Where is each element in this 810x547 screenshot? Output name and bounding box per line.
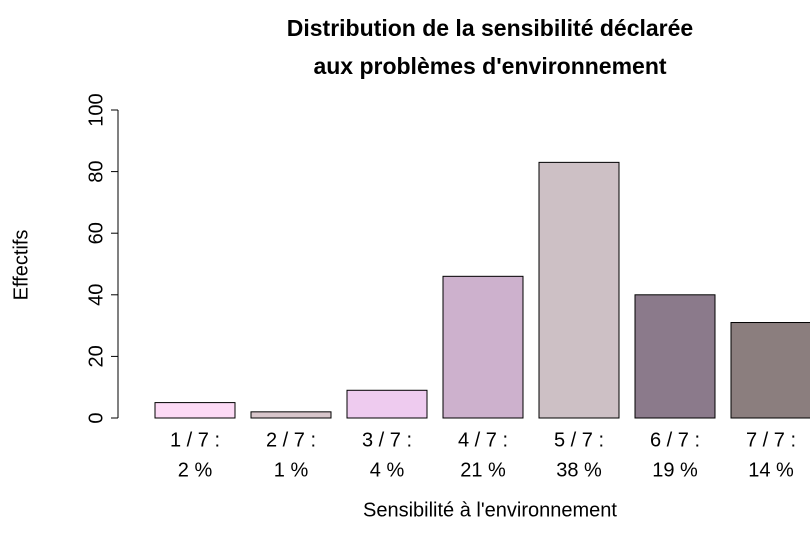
bar — [346, 389, 428, 419]
bar — [730, 322, 810, 419]
x-tick-label: 2 % — [178, 459, 213, 481]
x-tick-label: 1 % — [274, 459, 309, 481]
y-tick-label: 100 — [85, 93, 107, 126]
x-tick-label: 3 / 7 : — [362, 429, 412, 451]
y-tick-label: 20 — [85, 345, 107, 367]
x-tick-label: 6 / 7 : — [650, 429, 700, 451]
chart-title: aux problèmes d'environnement — [313, 53, 666, 79]
bar — [250, 411, 332, 419]
x-tick-label: 7 / 7 : — [746, 429, 796, 451]
x-tick-label: 38 % — [556, 459, 602, 481]
x-tick-label: 19 % — [652, 459, 698, 481]
bar — [154, 402, 236, 419]
x-tick-label: 21 % — [460, 459, 506, 481]
y-tick-label: 40 — [85, 284, 107, 306]
x-tick-label: 1 / 7 : — [170, 429, 220, 451]
y-axis-label: Effectifs — [10, 230, 32, 301]
bar — [442, 275, 524, 419]
x-tick-label: 5 / 7 : — [554, 429, 604, 451]
x-tick-label: 4 / 7 : — [458, 429, 508, 451]
y-tick-label: 60 — [85, 222, 107, 244]
x-tick-label: 4 % — [370, 459, 405, 481]
bar — [634, 294, 716, 419]
bar — [538, 161, 620, 419]
chart-title: Distribution de la sensibilité déclarée — [287, 15, 693, 41]
y-tick-label: 80 — [85, 160, 107, 182]
x-tick-label: 2 / 7 : — [266, 429, 316, 451]
x-axis-label: Sensibilité à l'environnement — [363, 499, 617, 521]
x-tick-label: 14 % — [748, 459, 794, 481]
y-tick-label: 0 — [85, 412, 107, 423]
